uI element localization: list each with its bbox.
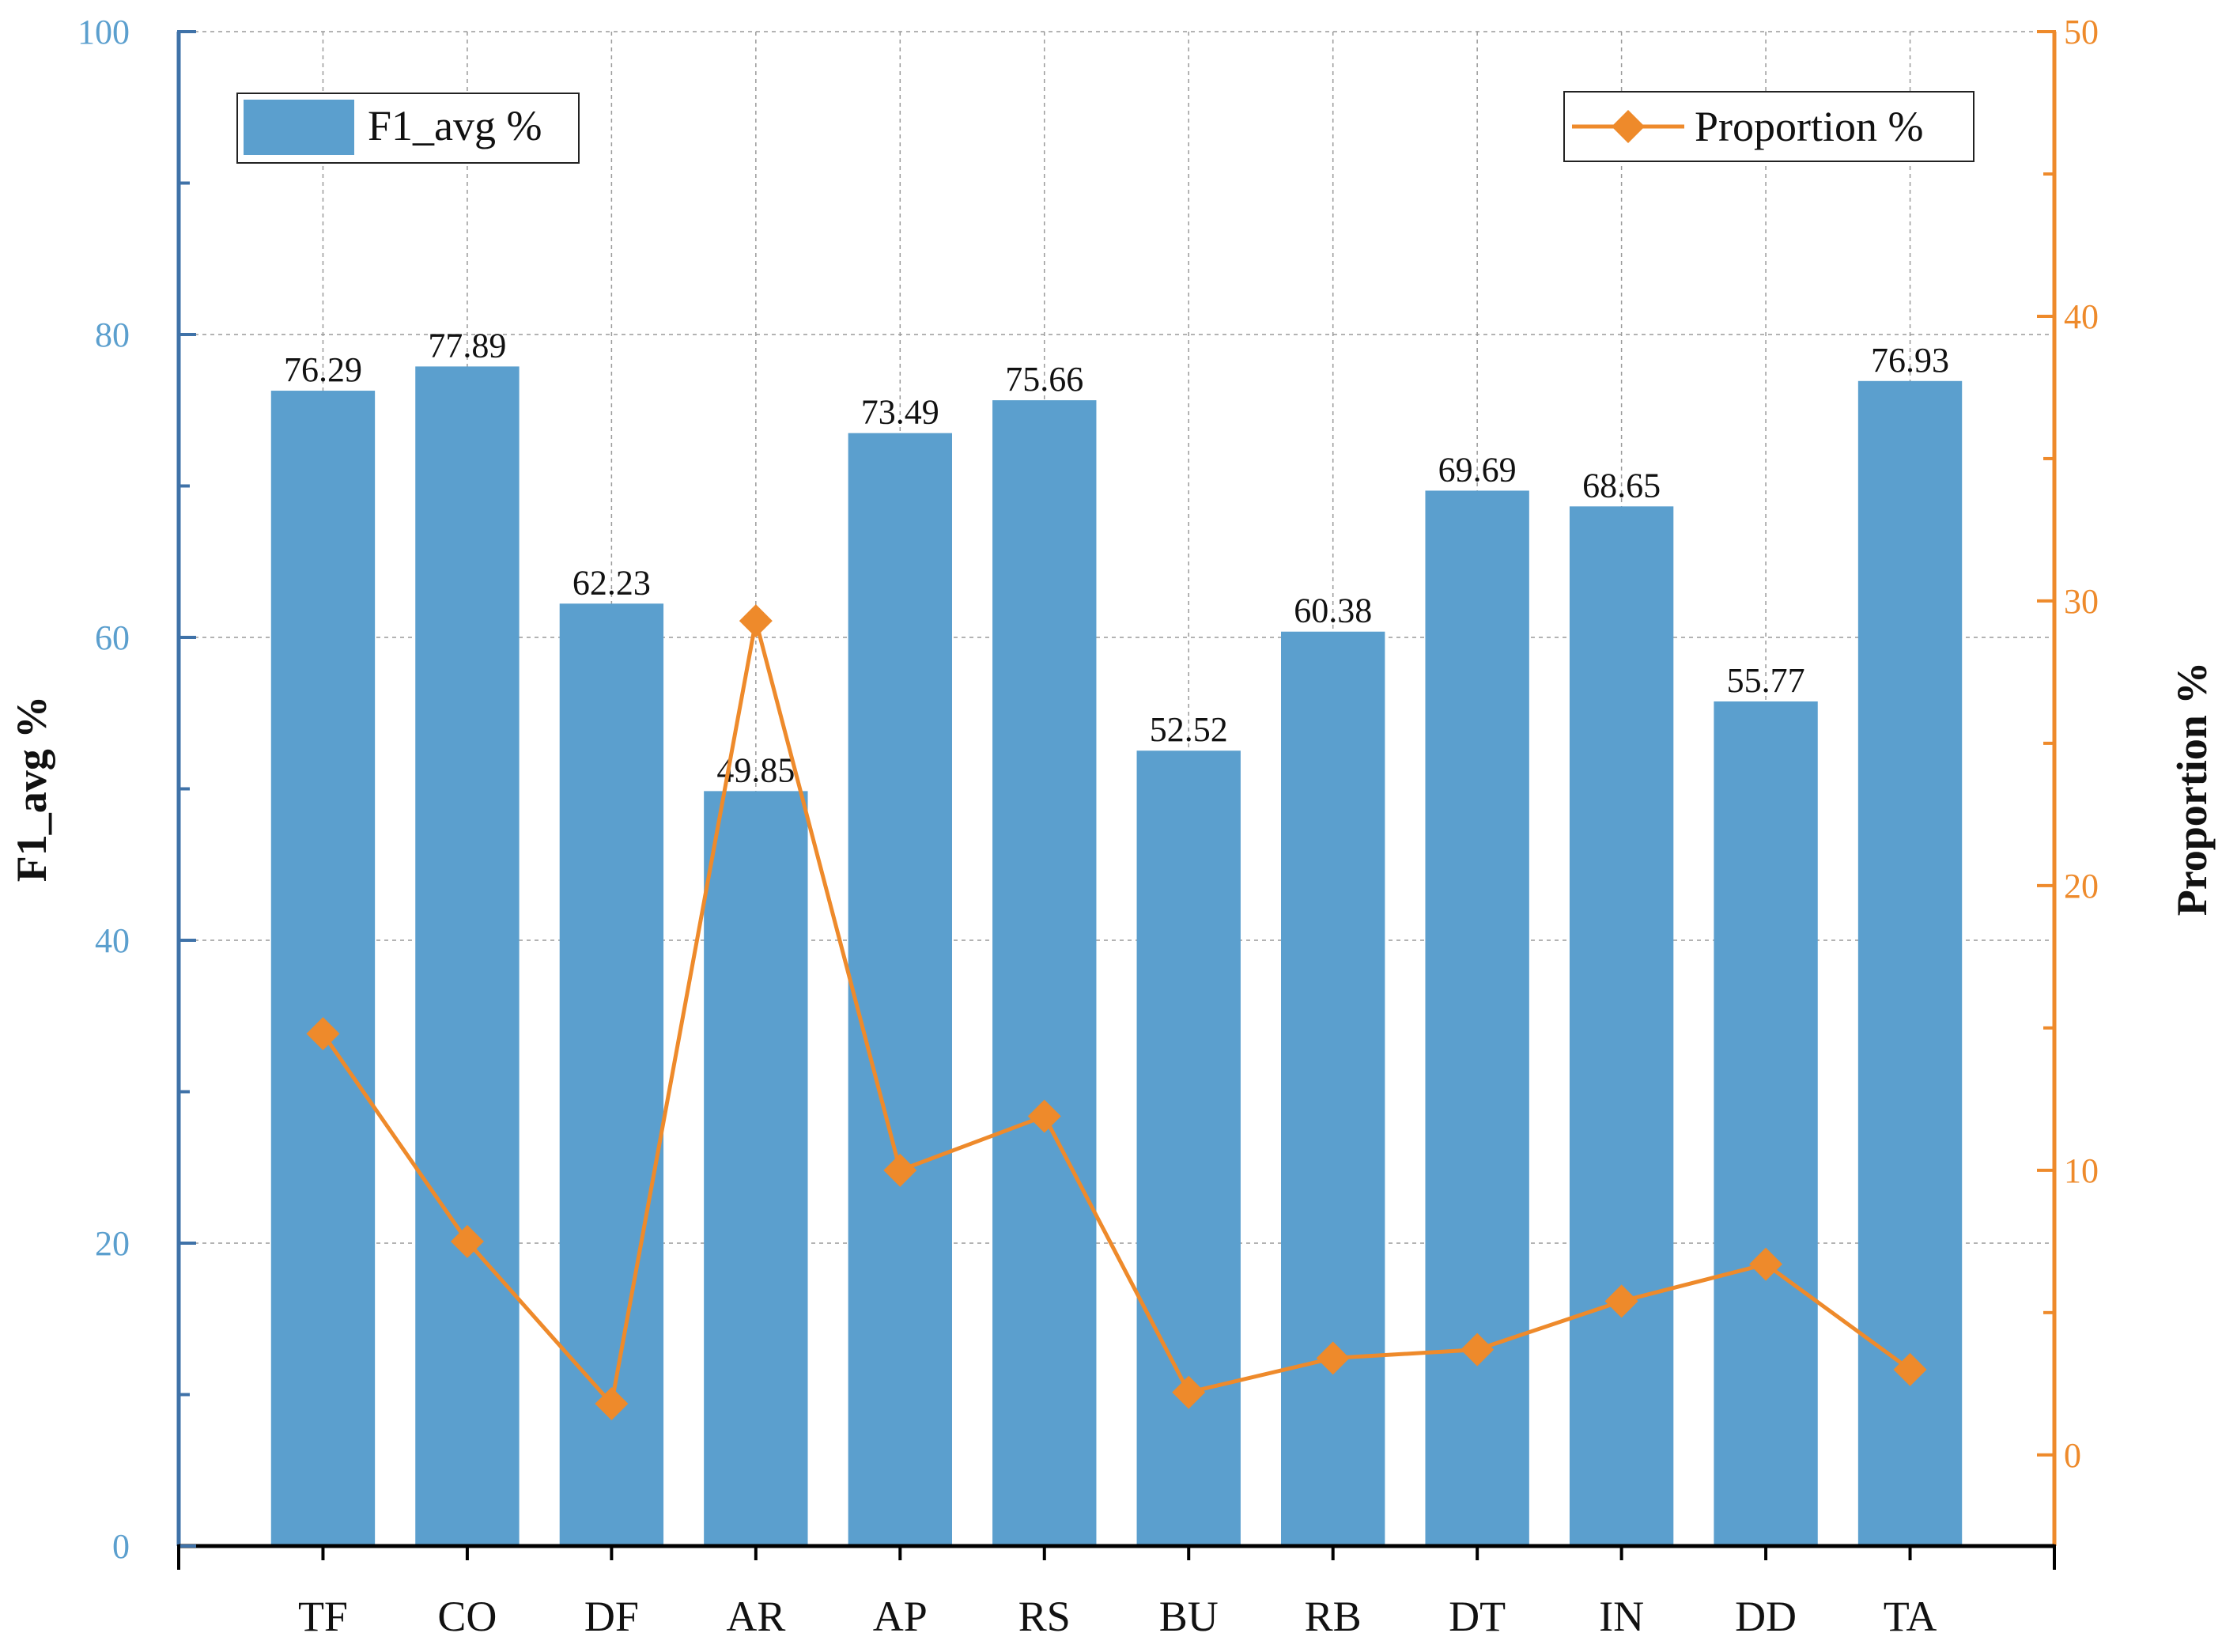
x-tick-label-dt: DT	[1449, 1593, 1506, 1640]
x-tick-label-bu: BU	[1159, 1593, 1219, 1640]
legend-line-label: Proportion %	[1695, 103, 1924, 150]
proportion-marker-ap	[883, 1153, 917, 1187]
bar-dt	[1425, 490, 1529, 1546]
bar-value-label-ap: 73.49	[861, 393, 939, 432]
bar-value-label-rs: 75.66	[1005, 360, 1083, 399]
bar-value-label-rb: 60.38	[1294, 592, 1372, 630]
bar-value-label-dd: 55.77	[1727, 661, 1805, 700]
x-tick-label-dd: DD	[1735, 1593, 1797, 1640]
x-tick-label-ta: TA	[1884, 1593, 1937, 1640]
left-tick-label-0: 0	[112, 1527, 130, 1566]
x-tick-label-tf: TF	[298, 1593, 348, 1640]
proportion-marker-dd	[1749, 1247, 1783, 1281]
left-tick-label-60: 60	[95, 618, 130, 657]
bar-ta	[1857, 380, 1963, 1546]
axis-layer: 0 20 40 60 80 100 0 10 20 30 40 50 TF CO DF AR AP RS BU RB D…	[8, 13, 2216, 1640]
bar-dd	[1714, 701, 1818, 1546]
x-tick-label-ap: AP	[873, 1593, 928, 1640]
left-tick-label-40: 40	[95, 921, 130, 960]
y-axis-title: F1_avg %	[8, 696, 55, 883]
right-tick-label-0: 0	[2064, 1436, 2081, 1475]
legend-line-marker	[1612, 110, 1645, 143]
proportion-marker-rb	[1316, 1341, 1350, 1375]
bar-bu	[1136, 750, 1241, 1546]
proportion-marker-ar	[739, 604, 773, 638]
bar-rb	[1281, 631, 1385, 1546]
x-tick-label-ar: AR	[726, 1593, 785, 1640]
proportion-marker-co	[450, 1224, 484, 1258]
legend-bar-swatch	[244, 100, 354, 155]
line-layer	[306, 604, 1927, 1421]
bar-value-label-co: 77.89	[428, 326, 506, 365]
bar-in	[1569, 506, 1674, 1546]
proportion-marker-in	[1604, 1284, 1638, 1318]
bar-label-layer: 76.2977.8962.2349.8573.4975.6652.5260.38…	[284, 326, 1949, 789]
left-tick-label-100: 100	[77, 13, 130, 51]
x-tick-label-df: DF	[584, 1593, 639, 1640]
proportion-marker-dt	[1461, 1333, 1495, 1367]
right-tick-label-20: 20	[2064, 867, 2099, 905]
legend-bar-label: F1_avg %	[368, 102, 542, 149]
bar-value-label-tf: 76.29	[284, 350, 362, 389]
proportion-marker-tf	[306, 1017, 340, 1051]
bar-ap	[848, 433, 952, 1546]
legend-layer: F1_avg % Proportion %	[236, 91, 1974, 164]
x-tick-label-in: IN	[1599, 1593, 1644, 1640]
bar-tf	[270, 391, 376, 1546]
bar-value-label-bu: 52.52	[1150, 710, 1228, 749]
proportion-line	[321, 618, 1912, 1406]
x-tick-label-rs: RS	[1018, 1593, 1071, 1640]
x-tick-label-rb: RB	[1305, 1593, 1362, 1640]
bar-value-label-df: 62.23	[573, 563, 651, 602]
bar-value-label-dt: 69.69	[1438, 450, 1517, 489]
left-tick-label-20: 20	[95, 1224, 130, 1263]
left-tick-label-80: 80	[95, 316, 130, 354]
right-tick-label-40: 40	[2064, 297, 2099, 336]
bar-value-label-ta: 76.93	[1871, 341, 1949, 380]
proportion-marker-bu	[1172, 1375, 1206, 1409]
right-tick-label-10: 10	[2064, 1151, 2099, 1190]
bar-ar	[704, 791, 808, 1546]
bar-layer	[270, 366, 1963, 1547]
proportion-marker-rs	[1027, 1099, 1061, 1133]
x-tick-label-co: CO	[437, 1593, 497, 1640]
y2-axis-title: Proportion %	[2168, 662, 2216, 917]
right-tick-label-30: 30	[2064, 582, 2099, 621]
proportion-marker-df	[595, 1387, 629, 1421]
bar-value-label-in: 68.65	[1582, 466, 1661, 505]
right-tick-label-50: 50	[2064, 13, 2099, 51]
bar-co	[415, 366, 520, 1546]
bar-rs	[992, 400, 1097, 1547]
proportion-marker-ta	[1893, 1352, 1927, 1386]
